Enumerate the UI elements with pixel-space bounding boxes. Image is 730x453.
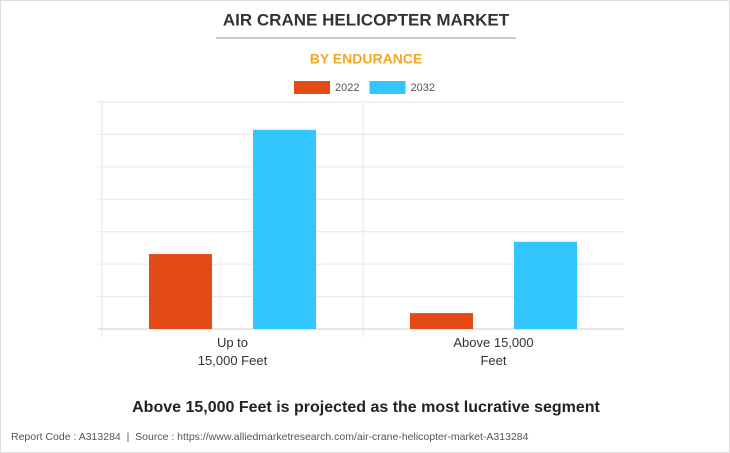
x-tick-label: Above 15,000 Feet [453, 335, 534, 368]
caption: Above 15,000 Feet is projected as the mo… [132, 399, 600, 416]
legend-label: 2022 [335, 82, 359, 94]
bar [149, 254, 212, 329]
legend-swatch [369, 81, 406, 94]
subtitle: BY ENDURANCE [310, 51, 423, 67]
chart-title: AIR CRANE HELICOPTER MARKET [223, 10, 510, 29]
bar [514, 241, 577, 329]
bar [410, 313, 473, 329]
bar [253, 129, 316, 329]
x-tick-label: Up to 15,000 Feet [197, 335, 268, 368]
legend-swatch [294, 81, 330, 94]
legend-label: 2032 [410, 82, 434, 94]
footer: Report Code : A313284 | Source : https:/… [11, 431, 529, 443]
